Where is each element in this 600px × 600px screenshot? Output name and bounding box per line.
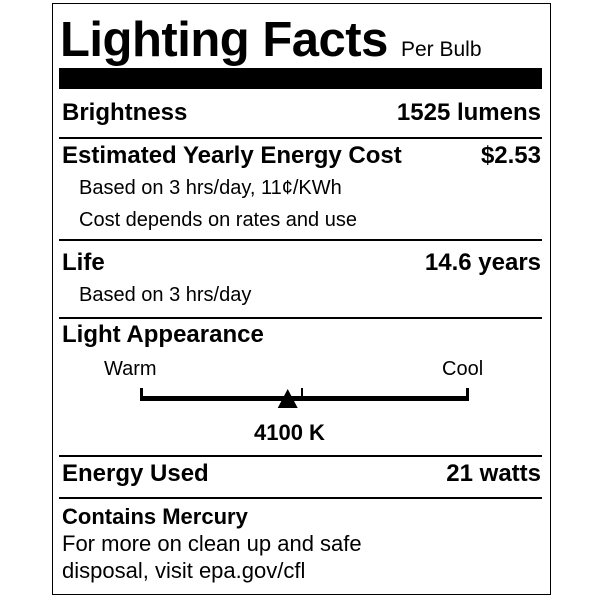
title-bar-divider bbox=[59, 68, 542, 89]
color-temperature-scale bbox=[140, 396, 469, 401]
label-title: Lighting Facts Per Bulb bbox=[60, 10, 482, 80]
mercury-line-2: disposal, visit epa.gov/cfl bbox=[62, 558, 306, 583]
energy-cost-note-2: Cost depends on rates and use bbox=[79, 209, 357, 231]
energy-cost-label: Estimated Yearly Energy Cost bbox=[62, 142, 402, 169]
life-note: Based on 3 hrs/day bbox=[79, 284, 252, 306]
mercury-label: Contains Mercury bbox=[62, 504, 248, 529]
brightness-value: 1525 lumens bbox=[396, 99, 541, 126]
scale-tick-right bbox=[466, 388, 469, 401]
energy-used-value: 21 watts bbox=[446, 460, 541, 487]
per-bulb-text: Per Bulb bbox=[400, 38, 482, 61]
scale-tick-left bbox=[140, 388, 143, 401]
life-value: 14.6 years bbox=[424, 249, 541, 276]
brightness-label: Brightness bbox=[62, 99, 188, 126]
warm-label: Warm bbox=[104, 358, 157, 380]
scale-tick-middle bbox=[301, 388, 303, 401]
mercury-line-1: For more on clean up and safe bbox=[62, 531, 362, 556]
life-label: Life bbox=[62, 249, 105, 276]
color-temperature-value: 4100 K bbox=[0, 418, 600, 448]
divider bbox=[59, 497, 542, 499]
divider bbox=[59, 455, 542, 457]
kelvin-text: 4100 K bbox=[254, 420, 325, 445]
divider bbox=[59, 317, 542, 319]
title-text: Lighting Facts bbox=[60, 13, 388, 67]
energy-used-label: Energy Used bbox=[62, 460, 209, 487]
divider bbox=[59, 239, 542, 241]
energy-cost-note-1: Based on 3 hrs/day, 11¢/KWh bbox=[79, 177, 342, 199]
energy-cost-value: $2.53 bbox=[480, 142, 541, 169]
divider bbox=[59, 137, 542, 139]
label-frame bbox=[52, 3, 551, 595]
cool-label: Cool bbox=[442, 358, 484, 380]
light-appearance-label: Light Appearance bbox=[62, 321, 264, 348]
